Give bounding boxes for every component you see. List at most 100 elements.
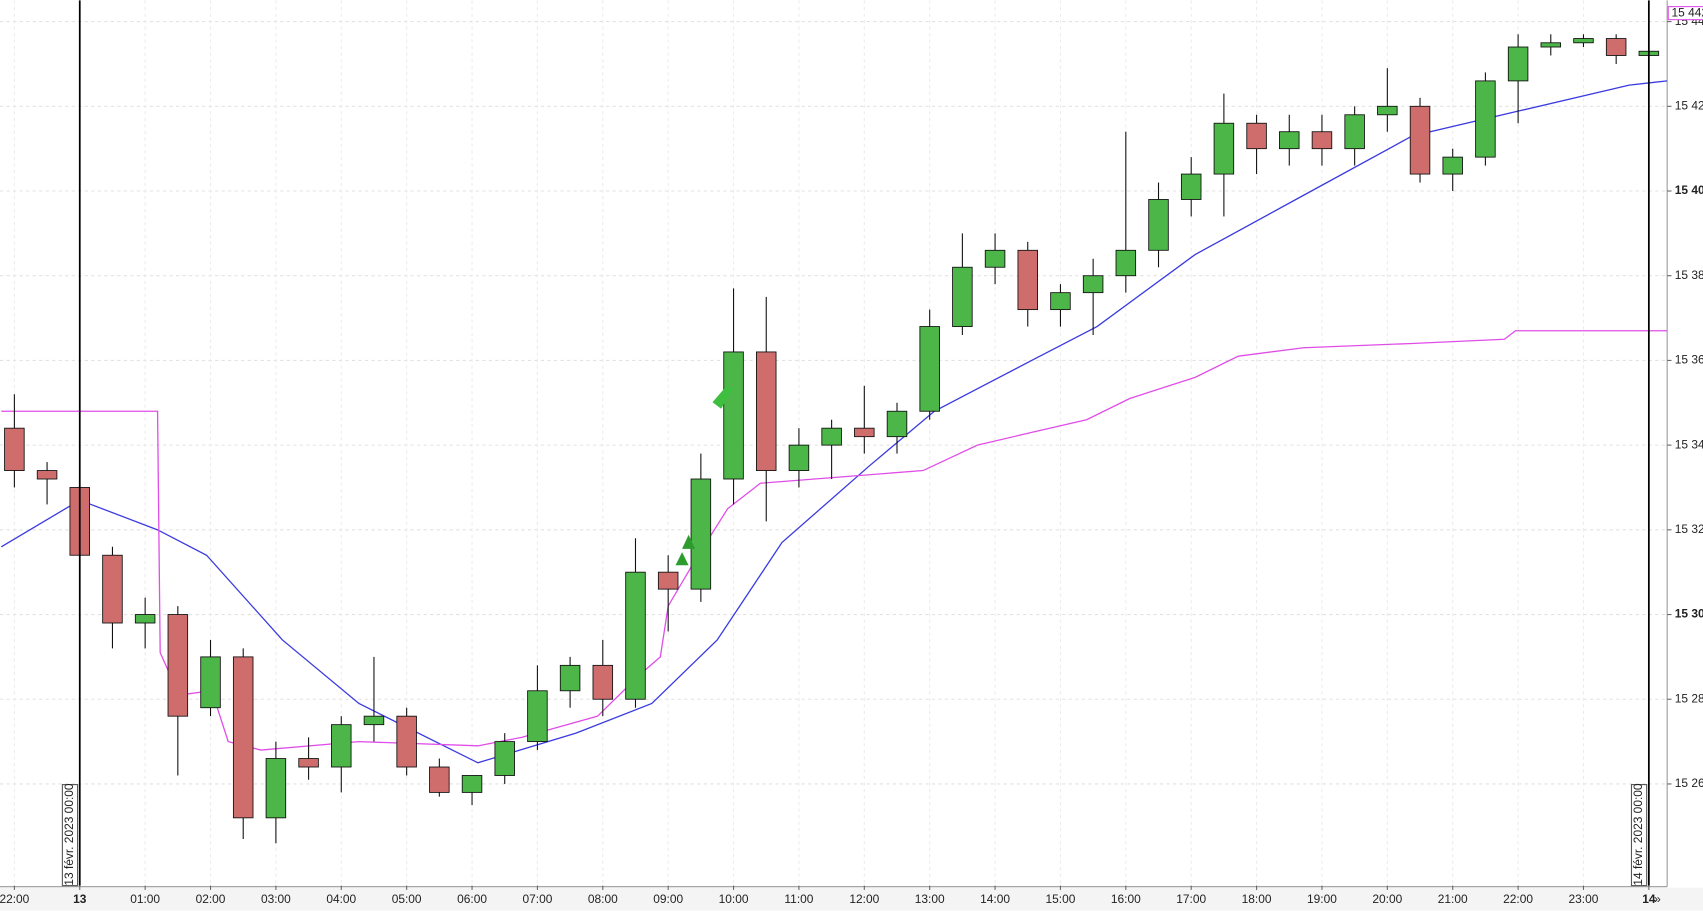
candle-body — [559, 664, 581, 692]
candle-body — [984, 249, 1006, 268]
x-tick-label: 05:00 — [392, 892, 422, 906]
trade-arrow — [682, 534, 696, 549]
y-tick-label: 15 360 — [1675, 353, 1703, 367]
candle-body — [723, 351, 744, 480]
last-price-box — [1667, 6, 1703, 21]
candle-body — [1573, 38, 1594, 44]
candle-body — [396, 715, 417, 768]
candle-body — [1442, 156, 1463, 175]
candle-body — [1409, 105, 1431, 175]
x-tick-label: 17:00 — [1176, 892, 1206, 906]
day-label: 13 févr. 2023 00:00 — [62, 783, 76, 886]
candle-body — [1213, 122, 1235, 175]
candle-body — [854, 427, 875, 438]
x-tick-label: 06:00 — [457, 892, 487, 906]
x-tick-label: 18:00 — [1242, 892, 1272, 906]
candle-body — [625, 571, 646, 700]
trade-arrow — [712, 387, 735, 409]
candle-body — [527, 690, 548, 743]
trade-markers — [675, 387, 735, 566]
candle-body — [232, 656, 254, 819]
candle-body — [1311, 131, 1333, 150]
candle-body — [102, 554, 123, 624]
y-tick-label: 15 300 — [1675, 607, 1703, 621]
day-label-box — [61, 784, 79, 887]
candle-body — [461, 775, 483, 793]
x-tick-label: 15:00 — [1046, 892, 1076, 906]
x-tick-label: 04:00 — [326, 892, 356, 906]
grid — [0, 0, 1668, 886]
x-tick-label: 11:00 — [784, 892, 813, 906]
candles — [4, 34, 1660, 844]
x-tick-label: 22:00 — [1503, 892, 1533, 906]
candle-body — [690, 478, 712, 590]
y-tick-label: 15 400 — [1675, 183, 1703, 197]
x-tick-label: 19:00 — [1307, 892, 1337, 906]
candle-body — [952, 266, 973, 327]
candle-body — [1377, 105, 1398, 116]
overlay-line — [0, 80, 1668, 764]
overlay-line — [1, 330, 1668, 751]
x-tick-label: 12:00 — [849, 892, 879, 906]
candle-body — [1115, 249, 1137, 277]
candle-body — [200, 656, 221, 709]
y-tick-label: 15 280 — [1675, 691, 1703, 705]
candle-body — [1507, 46, 1529, 82]
candle-body — [4, 427, 25, 471]
candle-body — [919, 326, 940, 412]
candle-body — [1344, 114, 1365, 150]
candle-body — [1082, 275, 1104, 294]
x-tick-label: 14 — [1642, 892, 1656, 906]
candle-body — [331, 724, 352, 768]
candle-body — [265, 758, 287, 819]
candle-body — [1279, 131, 1300, 150]
trade-arrow — [675, 552, 689, 566]
candle-body — [1605, 38, 1627, 56]
candle-body — [429, 766, 450, 793]
x-tick-label: 09:00 — [653, 892, 683, 906]
x-tick-label: 21:00 — [1438, 892, 1468, 906]
candle-body — [755, 351, 777, 471]
candle-body — [1475, 80, 1496, 158]
y-tick-label: 15 260 — [1675, 776, 1703, 790]
scroll-button[interactable]: » — [1654, 892, 1661, 906]
candle-body — [298, 758, 319, 768]
x-tick-label: 13:00 — [915, 892, 945, 906]
candle-body — [167, 614, 189, 717]
x-tick-label: 23:00 — [1569, 892, 1599, 906]
y-tick-label: 15 340 — [1675, 437, 1703, 451]
x-tick-label: 22:00 — [0, 892, 30, 906]
y-tick-label: 15 420 — [1675, 98, 1703, 112]
candle-body — [886, 410, 908, 438]
x-tick-label: 14:00 — [980, 892, 1010, 906]
candle-body — [36, 470, 58, 480]
candle-body — [1180, 173, 1202, 200]
x-tick-label: 20:00 — [1372, 892, 1402, 906]
day-label-box — [1630, 784, 1648, 887]
y-tick-label: 15 380 — [1675, 268, 1703, 282]
candle-body — [363, 715, 385, 726]
candle-body — [1017, 249, 1038, 311]
y-tick-label: 15 320 — [1675, 522, 1703, 536]
x-tick-label: 02:00 — [196, 892, 226, 906]
x-tick-label: 16:00 — [1111, 892, 1141, 906]
candle-body — [1148, 199, 1169, 251]
candle-body — [788, 444, 810, 471]
x-tick-label: 10:00 — [719, 892, 749, 906]
day-label: 14 févr. 2023 00:00 — [1631, 783, 1645, 886]
last-price-label: 15 442 — [1672, 5, 1703, 19]
candle-body — [657, 571, 679, 590]
x-tick-label: 08:00 — [588, 892, 618, 906]
candle-body — [592, 664, 614, 700]
candle-body — [1540, 42, 1562, 48]
x-tick-label: 13 — [73, 892, 87, 906]
x-axis-strip — [0, 887, 1703, 911]
candle-body — [1246, 122, 1267, 150]
candle-body — [494, 741, 515, 776]
x-tick-label: 01:00 — [130, 892, 160, 906]
candle-body — [821, 427, 842, 446]
candle-body — [134, 614, 156, 624]
